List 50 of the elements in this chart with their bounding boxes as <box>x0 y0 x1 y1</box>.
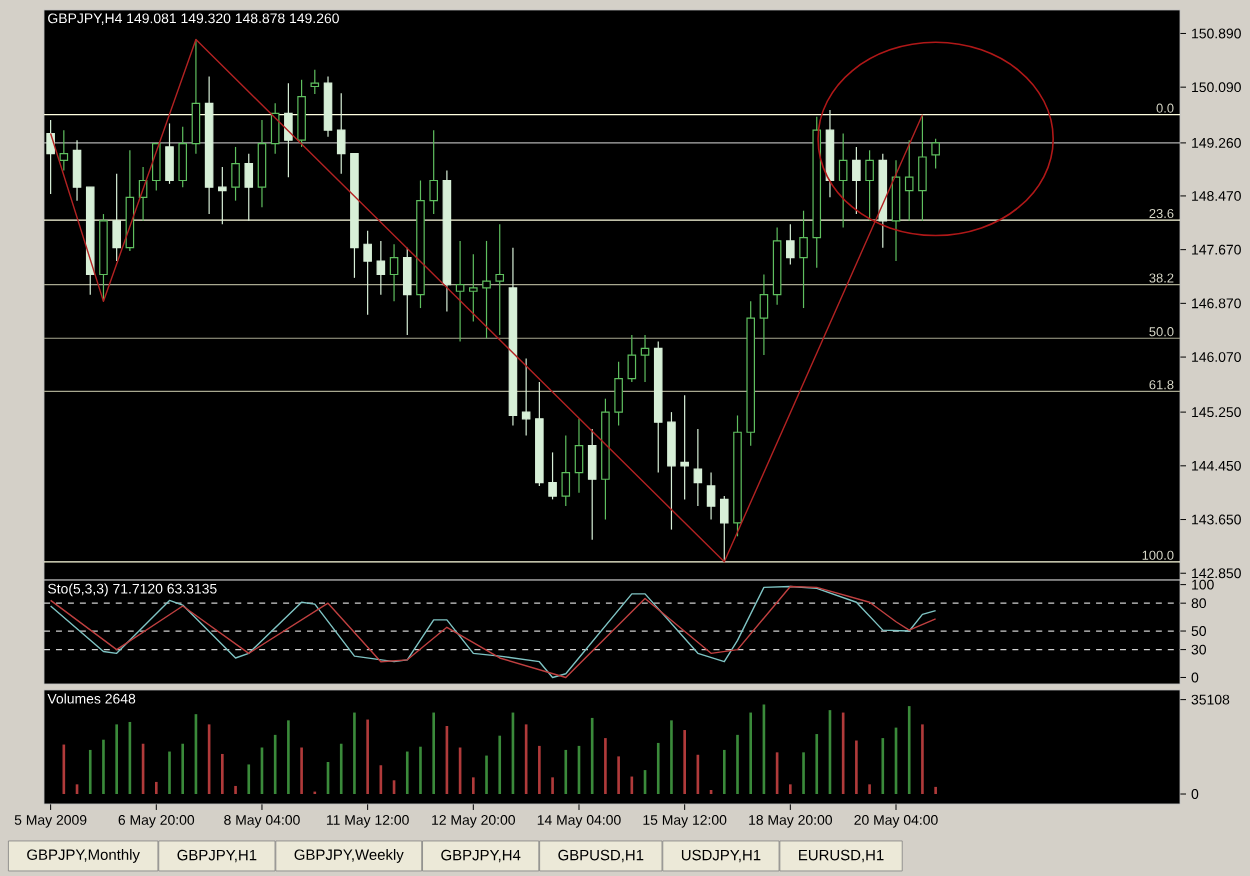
candlestick <box>786 223 795 266</box>
candlestick <box>469 253 478 323</box>
candlestick <box>799 210 808 309</box>
candlestick <box>693 428 703 507</box>
candlestick <box>706 471 716 521</box>
candlestick <box>495 223 505 336</box>
candlestick <box>46 119 55 195</box>
candlestick <box>548 451 557 500</box>
candlestick <box>231 146 240 202</box>
candlestick <box>257 119 267 208</box>
candlestick <box>59 129 69 172</box>
candlestick <box>336 92 346 175</box>
candlestick <box>389 243 399 302</box>
candlestick <box>72 139 82 202</box>
candlestick <box>838 132 848 229</box>
line-series <box>49 585 937 679</box>
candlestick <box>218 166 227 225</box>
candlestick <box>297 79 306 148</box>
candlestick <box>429 129 438 215</box>
candlestick <box>112 173 121 262</box>
candlestick <box>627 334 637 383</box>
candlestick <box>521 357 531 437</box>
candlestick <box>587 428 597 541</box>
candlestick <box>759 273 769 356</box>
candlestick <box>614 361 623 427</box>
candlestick <box>719 495 729 563</box>
candlestick <box>931 138 940 170</box>
candlestick <box>667 411 676 531</box>
candlestick <box>402 247 412 336</box>
candlestick <box>455 240 465 343</box>
candlestick <box>323 75 333 138</box>
candlestick <box>165 122 174 185</box>
candlestick <box>178 126 188 188</box>
candlestick <box>310 69 320 95</box>
candlestick <box>363 230 372 316</box>
candlestick <box>904 139 914 222</box>
candlestick <box>561 435 571 507</box>
candlestick <box>891 159 901 262</box>
candlestick <box>680 394 689 500</box>
candlestick <box>574 418 584 494</box>
candlestick <box>865 149 874 222</box>
candlestick <box>376 240 386 296</box>
candlestick <box>918 114 927 222</box>
candlestick <box>191 38 201 155</box>
candlestick <box>640 334 650 383</box>
candlestick <box>270 102 280 155</box>
candlestick <box>852 146 861 215</box>
candlestick <box>244 153 254 222</box>
candlestick <box>284 82 293 178</box>
candlestick <box>482 240 491 339</box>
